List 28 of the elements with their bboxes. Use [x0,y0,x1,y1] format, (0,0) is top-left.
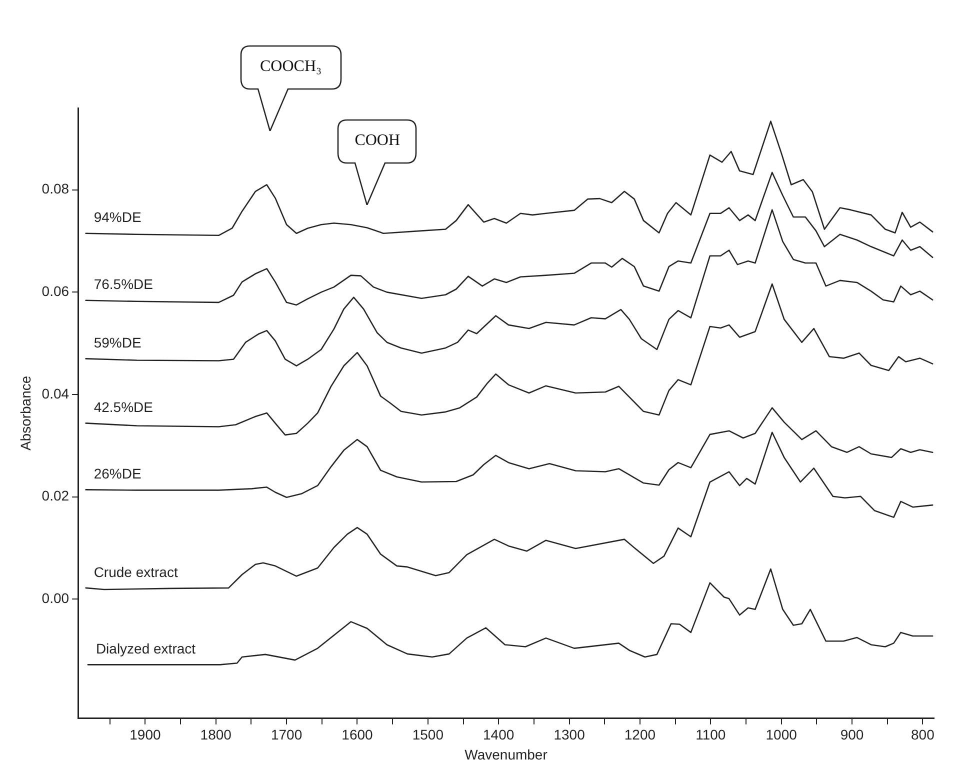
x-tick-label: 1700 [270,726,302,743]
x-tick-label: 1900 [130,726,161,743]
x-tick-label: 1000 [766,726,798,743]
text: COOCH₃ [258,57,323,77]
x-tick-label: 1800 [200,726,232,743]
series-label: 42.5%DE [94,399,153,416]
x-axis-title: Wavenumber [464,746,548,762]
series-label: 59%DE [94,334,142,351]
y-tick-label: 0.08 [42,180,70,197]
series-label: 26%DE [94,466,142,482]
y-tick-label: 0.06 [42,283,70,300]
x-tick-label: 1100 [696,726,726,743]
y-tick-label: 0.02 [42,488,70,504]
annotation: COOH [354,131,402,151]
x-tick-label: 900 [840,726,864,743]
series-label: 94%DE [94,209,142,226]
x-tick-label: 1200 [624,726,656,743]
x-tick-label: 1300 [554,726,586,743]
y-axis-title: Absorbance [17,376,34,451]
y-tick-label: 0.04 [42,385,70,402]
y-tick-label: 0.00 [42,590,70,606]
series-label: 76.5%DE [94,276,153,292]
series-label: Dialyzed extract [96,640,196,657]
x-tick-label: 1600 [342,726,374,743]
x-tick-label: 1500 [412,726,444,743]
x-tick-label: 800 [911,726,935,743]
series-label: Crude extract [94,564,178,580]
x-tick-label: 1400 [483,726,514,743]
